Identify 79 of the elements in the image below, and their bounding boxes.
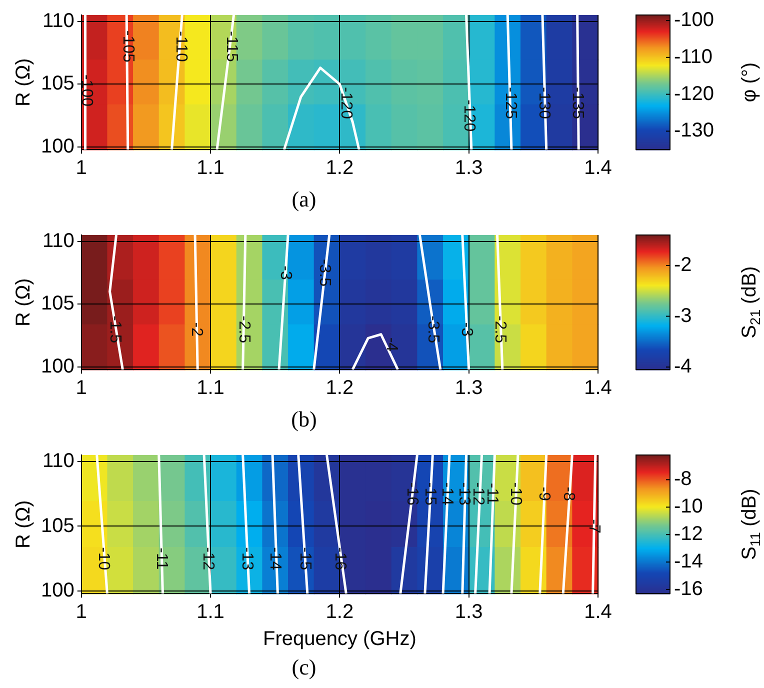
x-tick-label: 1.2 bbox=[326, 377, 354, 400]
annotation: -15 bbox=[422, 482, 439, 506]
y-tick-label: 110 bbox=[42, 230, 74, 252]
annotation: -10 bbox=[94, 547, 112, 570]
y-tick-label: 105 bbox=[40, 514, 74, 537]
y-axis-title: R (Ω) bbox=[12, 500, 35, 548]
annotation: -120 bbox=[460, 100, 478, 132]
text: (a) bbox=[292, 186, 316, 212]
color-bar-label: -130 bbox=[674, 120, 714, 142]
color-bar-title: φ (°) bbox=[738, 62, 761, 102]
annotation: -125 bbox=[502, 87, 519, 120]
annotation: -110 bbox=[172, 31, 190, 62]
x-tick-label: 1.3 bbox=[454, 157, 483, 180]
annotation: -16 bbox=[331, 547, 348, 570]
annotation: -14 bbox=[438, 482, 456, 506]
x-tick-label: 1.4 bbox=[584, 377, 612, 400]
y-tick-label: 100 bbox=[40, 136, 74, 158]
annotation: -1.5 bbox=[106, 316, 124, 344]
annotation: -16 bbox=[404, 482, 421, 506]
y-axis-title: R (Ω) bbox=[12, 58, 35, 106]
color-bar-label: -110 bbox=[674, 46, 713, 68]
y-tick-label: 105 bbox=[40, 72, 74, 95]
x-tick-label: 1.1 bbox=[196, 157, 224, 180]
annotation: -3.5 bbox=[316, 258, 333, 287]
annotation: -8 bbox=[560, 486, 577, 502]
annotation: -11 bbox=[153, 548, 170, 570]
color-bar-label: -12 bbox=[674, 523, 703, 546]
color-bar-label: -14 bbox=[674, 550, 703, 573]
annotation: -3.5 bbox=[424, 316, 442, 344]
annotation: -105 bbox=[119, 30, 136, 63]
y-tick-label: 100 bbox=[40, 580, 74, 602]
x-tick-label: 1 bbox=[76, 601, 87, 624]
x-tick-label: 1 bbox=[76, 157, 87, 180]
x-tick-label: 1.3 bbox=[454, 601, 483, 624]
color-bar-label: -10 bbox=[674, 496, 703, 518]
color-bar-label: -100 bbox=[674, 9, 714, 32]
y-tick-label: 110 bbox=[42, 10, 74, 32]
color-bar-title: S21 (dB) bbox=[738, 266, 763, 338]
x-tick-label: 1.1 bbox=[196, 601, 224, 624]
text: (c) bbox=[292, 654, 316, 680]
x-tick-label: 1.1 bbox=[196, 377, 224, 400]
annotation: -100 bbox=[78, 74, 96, 107]
annotation: -130 bbox=[535, 87, 552, 120]
annotation: -3 bbox=[458, 322, 475, 337]
annotation: -13 bbox=[238, 547, 256, 570]
y-tick-label: 110 bbox=[42, 450, 74, 472]
x-tick-label: 1.4 bbox=[584, 601, 612, 624]
color-bar-label: -8 bbox=[674, 468, 692, 490]
annotation: -11 bbox=[484, 482, 501, 505]
x-tick-label: 1.4 bbox=[584, 157, 612, 180]
x-axis-title: Frequency (GHz) bbox=[262, 628, 416, 650]
annotation: -15 bbox=[296, 547, 314, 570]
color-bar-label: -2 bbox=[674, 254, 692, 276]
annotation: -2 bbox=[188, 322, 205, 337]
text: (b) bbox=[291, 406, 317, 432]
annotation: -10 bbox=[506, 482, 524, 506]
annotation: -120 bbox=[338, 87, 355, 120]
color-bar-label: -120 bbox=[674, 82, 714, 105]
x-tick-label: 1.2 bbox=[326, 601, 354, 624]
annotation: -4 bbox=[382, 337, 400, 352]
annotation: -3 bbox=[277, 266, 294, 280]
y-tick-label: 105 bbox=[40, 292, 74, 315]
color-bar-label: -4 bbox=[674, 356, 692, 378]
annotation: -7 bbox=[586, 519, 603, 534]
x-tick-label: 1.3 bbox=[454, 377, 483, 400]
y-tick-label: 100 bbox=[40, 356, 74, 378]
annotation: -115 bbox=[222, 31, 240, 62]
annotation: -14 bbox=[266, 547, 284, 570]
annotation: -135 bbox=[568, 87, 586, 120]
x-tick-label: 1 bbox=[76, 377, 87, 400]
color-bar-label: -16 bbox=[674, 578, 703, 600]
annotation: -2.5 bbox=[236, 316, 253, 344]
annotation: -9 bbox=[535, 486, 552, 502]
color-bar-title: S11 (dB) bbox=[738, 488, 763, 560]
color-bar-label: -3 bbox=[674, 304, 692, 327]
x-tick-label: 1.2 bbox=[326, 157, 354, 180]
y-axis-title: R (Ω) bbox=[12, 278, 35, 326]
annotation: -2.5 bbox=[491, 316, 508, 344]
annotation: -12 bbox=[200, 547, 217, 570]
